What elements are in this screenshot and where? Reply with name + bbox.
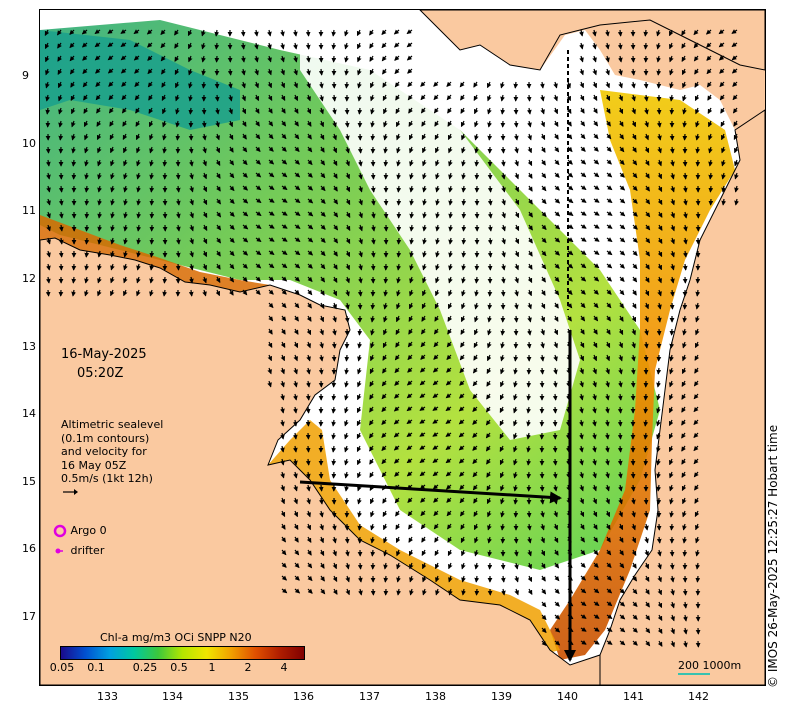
colorbar-title: Chl-a mg/m3 OCi SNPP N20 xyxy=(100,631,252,644)
info-line: (0.1m contours) xyxy=(61,431,150,445)
latitude-label: 15 xyxy=(22,475,36,488)
longitude-label: 136 xyxy=(293,690,314,703)
drifter-icon xyxy=(55,548,63,554)
copyright-text: © IMOS 26-May-2025 12:25:27 Hobart time xyxy=(766,424,780,688)
longitude-label: 142 xyxy=(688,690,709,703)
colorbar-tick: 2 xyxy=(244,661,252,674)
chla-teal xyxy=(40,30,240,130)
longitude-label: 135 xyxy=(228,690,249,703)
colorbar-tick: 0.25 xyxy=(132,661,158,674)
map-canvas[interactable] xyxy=(40,10,765,685)
drifter-legend: drifter xyxy=(53,544,104,557)
info-line: and velocity for xyxy=(61,445,147,458)
current-line-east xyxy=(299,480,562,504)
argo-label: Argo 0 xyxy=(70,524,107,537)
chla-coastal xyxy=(550,90,735,660)
chla-west xyxy=(40,215,270,295)
info-line: 16 May 05Z xyxy=(61,458,127,472)
info-line: 0.5m/s (1kt 12h) xyxy=(61,472,153,485)
colorbar-tick: 4 xyxy=(280,661,288,674)
latitude-label: 11 xyxy=(22,204,36,217)
land-arnhem xyxy=(40,237,601,685)
colorbar xyxy=(60,646,305,660)
latitude-label: 17 xyxy=(22,610,36,623)
longitude-label: 139 xyxy=(491,690,512,703)
colorbar-tick: 1 xyxy=(208,661,216,674)
info-line: Altimetric sealevel xyxy=(61,418,164,431)
longitude-label: 137 xyxy=(359,690,380,703)
chla-southwest xyxy=(268,420,560,655)
velocity-arrows xyxy=(44,29,739,648)
longitude-label: 140 xyxy=(557,690,578,703)
map-frame[interactable] xyxy=(39,9,766,686)
altimetry-info: Altimetric sealevel (0.1m contours) and … xyxy=(61,418,163,499)
longitude-label: 134 xyxy=(162,690,183,703)
longitude-label: 141 xyxy=(623,690,644,703)
colorbar-tick: 0.1 xyxy=(87,661,105,674)
latitude-label: 14 xyxy=(22,407,36,420)
velocity-scale-arrow-icon xyxy=(63,488,78,495)
latitude-label: 16 xyxy=(22,542,36,555)
colorbar-tick: 0.5 xyxy=(170,661,188,674)
latitude-label: 10 xyxy=(22,137,36,150)
latitude-label: 12 xyxy=(22,272,36,285)
drifter-label: drifter xyxy=(70,544,105,557)
longitude-label: 138 xyxy=(425,690,446,703)
depth-scale-bar xyxy=(678,673,710,675)
depth-scale-label: 200 1000m xyxy=(678,659,742,672)
map-date: 16-May-2025 xyxy=(61,347,147,362)
longitude-label: 133 xyxy=(97,690,118,703)
argo-float-icon xyxy=(53,524,67,538)
argo-legend: Argo 0 xyxy=(53,524,107,538)
cloud-gap xyxy=(300,30,580,440)
latitude-label: 13 xyxy=(22,340,36,353)
latitude-label: 9 xyxy=(22,69,29,82)
colorbar-tick: 0.05 xyxy=(49,661,75,674)
land-png xyxy=(419,10,765,71)
map-time: 05:20Z xyxy=(77,366,124,381)
